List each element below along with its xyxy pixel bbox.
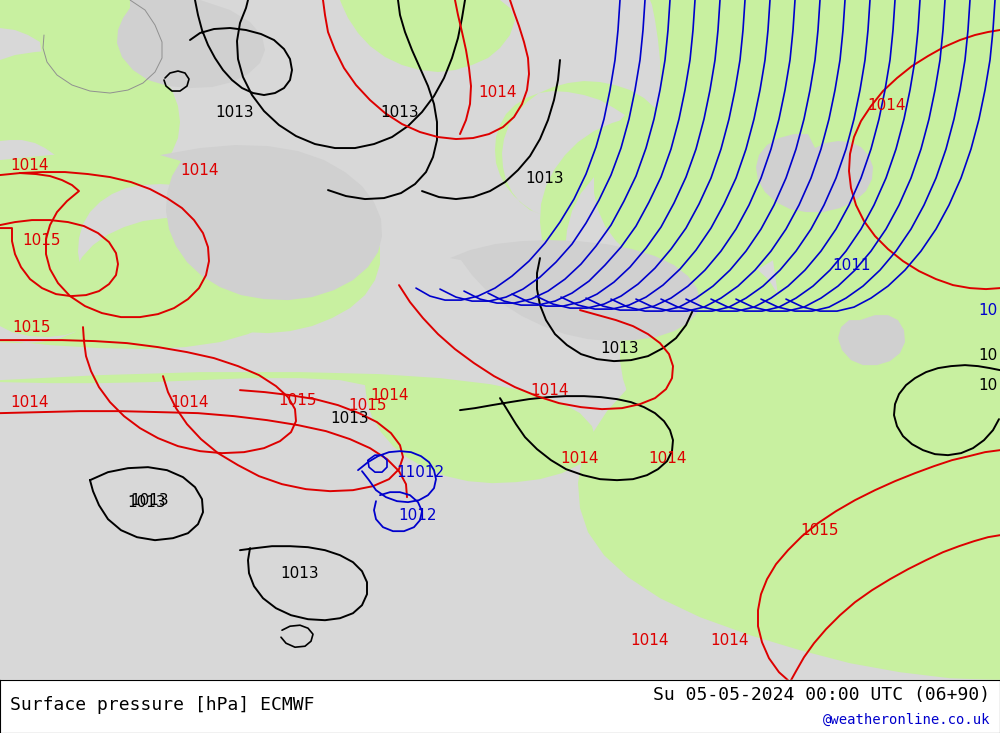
Text: 1015: 1015 xyxy=(279,393,317,408)
Text: 1014: 1014 xyxy=(371,388,409,402)
Bar xyxy=(0,680,1000,733)
Text: 1011: 1011 xyxy=(833,257,871,273)
Text: 1014: 1014 xyxy=(171,394,209,410)
Text: 1014: 1014 xyxy=(479,84,517,100)
Polygon shape xyxy=(495,0,1000,680)
Text: 1014: 1014 xyxy=(868,97,906,113)
Text: 1014: 1014 xyxy=(11,158,49,172)
Text: 1013: 1013 xyxy=(131,493,169,508)
Text: 1014: 1014 xyxy=(11,394,49,410)
Text: 1015: 1015 xyxy=(801,523,839,538)
Text: 10: 10 xyxy=(979,377,998,393)
Text: 1014: 1014 xyxy=(649,451,687,465)
Polygon shape xyxy=(200,0,515,72)
Text: Su 05-05-2024 00:00 UTC (06+90): Su 05-05-2024 00:00 UTC (06+90) xyxy=(653,686,990,704)
Text: 1013: 1013 xyxy=(281,566,319,581)
Text: 1014: 1014 xyxy=(561,451,599,465)
Text: 10: 10 xyxy=(979,303,998,317)
Text: 1013: 1013 xyxy=(601,341,639,356)
Text: 1014: 1014 xyxy=(181,163,219,177)
Polygon shape xyxy=(0,218,300,349)
Text: Surface pressure [hPa] ECMWF: Surface pressure [hPa] ECMWF xyxy=(10,696,314,714)
Polygon shape xyxy=(756,134,873,212)
Text: 1013: 1013 xyxy=(216,105,254,119)
Polygon shape xyxy=(838,315,905,365)
Text: 1013: 1013 xyxy=(331,410,369,426)
Text: 11012: 11012 xyxy=(396,465,444,479)
Text: 1013: 1013 xyxy=(381,105,419,119)
Text: 1015: 1015 xyxy=(23,232,61,248)
Text: Surface pressure [hPa] ECMWF: Surface pressure [hPa] ECMWF xyxy=(10,696,314,714)
Text: @weatheronline.co.uk: @weatheronline.co.uk xyxy=(822,712,990,727)
Text: 10: 10 xyxy=(979,347,998,363)
Polygon shape xyxy=(0,152,380,337)
Text: 1014: 1014 xyxy=(531,383,569,397)
Polygon shape xyxy=(117,0,265,88)
Polygon shape xyxy=(160,145,382,300)
Text: 1015: 1015 xyxy=(13,320,51,334)
Text: 1014: 1014 xyxy=(631,633,669,648)
Text: 1012: 1012 xyxy=(399,508,437,523)
Polygon shape xyxy=(0,0,170,100)
Text: 1014: 1014 xyxy=(711,633,749,648)
Polygon shape xyxy=(450,240,700,341)
Polygon shape xyxy=(0,372,596,483)
Text: 1013: 1013 xyxy=(526,171,564,185)
Text: Su 05-05-2024 00:00 UTC (06+90): Su 05-05-2024 00:00 UTC (06+90) xyxy=(653,686,990,704)
Text: 1013: 1013 xyxy=(128,495,166,509)
Text: 1015: 1015 xyxy=(349,397,387,413)
Text: @weatheronline.co.uk: @weatheronline.co.uk xyxy=(822,712,990,727)
Polygon shape xyxy=(0,50,180,181)
